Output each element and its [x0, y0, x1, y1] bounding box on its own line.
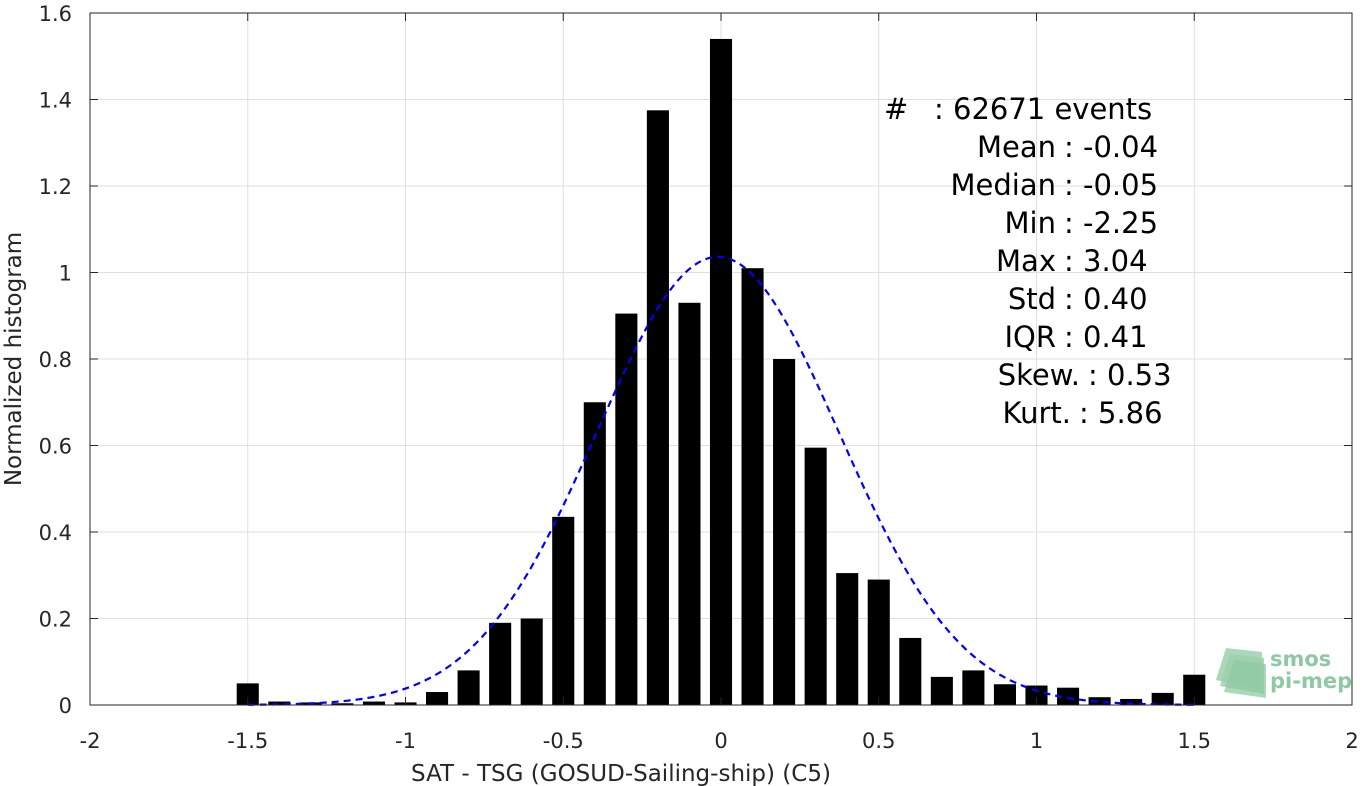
stat-label: Median — [951, 168, 1056, 202]
stat-value: : 5.86 — [1079, 396, 1163, 430]
stat-value: : -0.04 — [1064, 130, 1158, 164]
histogram-bar — [962, 670, 985, 705]
histogram-bar — [1183, 674, 1206, 705]
stat-label: Min — [1005, 206, 1056, 240]
y-tick-label: 0 — [59, 694, 72, 718]
x-tick-label: 2 — [1345, 729, 1358, 753]
histogram-bar — [489, 622, 512, 705]
axis-ticks — [89, 12, 1353, 706]
x-tick-label: 0.5 — [862, 729, 895, 753]
histogram-bar — [1057, 687, 1080, 705]
histogram-bar — [236, 683, 259, 705]
histogram-bar — [268, 701, 291, 705]
histogram-bar — [457, 670, 480, 705]
histogram-bar — [552, 516, 575, 705]
stat-value: : -2.25 — [1064, 206, 1158, 240]
stat-label: Mean — [977, 130, 1056, 164]
histogram-bar — [362, 701, 385, 705]
histogram-bar — [804, 447, 827, 705]
histogram-bar — [741, 268, 764, 705]
histogram-bar — [646, 110, 669, 705]
stat-value: : 62671 events — [934, 92, 1152, 126]
logo-text-line2: pi-mep — [1270, 669, 1352, 693]
histogram-bar — [1151, 692, 1174, 705]
gaussian-fit-curve — [247, 255, 1195, 706]
histogram-bar — [993, 684, 1016, 705]
histogram-bar — [836, 573, 859, 705]
stat-label: Skew. — [998, 358, 1080, 392]
x-tick-label: 1 — [1030, 729, 1043, 753]
logo-text-line1: smos — [1270, 647, 1331, 671]
histogram-bars — [236, 38, 1206, 705]
x-tick-label: -1 — [395, 729, 416, 753]
logo-layers-icon — [1216, 648, 1266, 698]
stat-label: Kurt. — [1003, 396, 1071, 430]
x-tick-label: -2 — [80, 729, 101, 753]
y-tick-labels: 0 0.2 0.4 0.6 0.8 1 1.2 1.4 1.6 — [39, 2, 72, 718]
x-tick-label: -0.5 — [543, 729, 584, 753]
histogram-bar — [583, 402, 606, 705]
stat-value: : 0.40 — [1064, 282, 1148, 316]
stat-value: : 0.41 — [1064, 320, 1148, 354]
histogram-bar — [899, 637, 922, 705]
x-tick-labels: -2 -1.5 -1 -0.5 0 0.5 1 1.5 2 — [80, 729, 1359, 753]
smos-pi-mep-logo: smos pi-mep — [1216, 647, 1352, 698]
histogram-bar — [678, 302, 701, 705]
stat-label: Max — [996, 244, 1056, 278]
stat-label: IQR — [1004, 320, 1056, 354]
histogram-bar — [773, 359, 796, 705]
histogram-bar — [1088, 697, 1111, 705]
y-tick-label: 0.8 — [39, 348, 72, 372]
histogram-bar — [426, 692, 449, 705]
histogram-bar — [615, 313, 638, 705]
y-tick-label: 0.2 — [39, 608, 72, 632]
histogram-bar — [331, 703, 354, 705]
stat-value: : -0.05 — [1064, 168, 1158, 202]
x-tick-label: 1.5 — [1178, 729, 1211, 753]
x-tick-label: 0 — [714, 729, 727, 753]
x-axis-label: SAT - TSG (GOSUD-Sailing-ship) (C5) — [411, 761, 831, 786]
histogram-bar — [1120, 698, 1143, 705]
x-tick-label: -1.5 — [227, 729, 268, 753]
y-tick-label: 0.6 — [39, 435, 72, 459]
y-tick-label: 1 — [59, 262, 72, 286]
y-tick-label: 0.4 — [39, 521, 72, 545]
histogram-bar — [520, 618, 543, 705]
y-tick-label: 1.4 — [39, 89, 72, 113]
histogram-bar — [867, 579, 890, 705]
y-tick-label: 1.2 — [39, 175, 72, 199]
histogram-bar — [1025, 685, 1048, 705]
stat-value: : 0.53 — [1088, 358, 1172, 392]
histogram-bar — [930, 676, 953, 705]
histogram-bar — [709, 38, 733, 705]
stat-label: # — [884, 92, 908, 126]
y-tick-label: 1.6 — [39, 2, 72, 26]
y-axis-label: Normalized histogram — [1, 232, 27, 486]
stat-label: Std — [1008, 282, 1056, 316]
stat-value: : 3.04 — [1064, 244, 1148, 278]
